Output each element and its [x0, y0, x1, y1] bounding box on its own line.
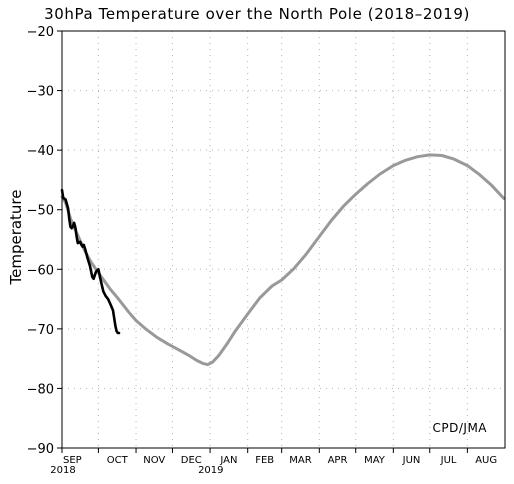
x-tick-label: SEP: [63, 455, 82, 466]
y-tick-label: −40: [27, 144, 54, 159]
series-lines: [60, 153, 506, 367]
y-tick-label: −90: [27, 442, 54, 457]
x-year-label: 2019: [198, 465, 223, 476]
y-tick-label: −20: [27, 25, 54, 40]
chart-title: 30hPa Temperature over the North Pole (2…: [44, 5, 470, 23]
y-tick-label: −50: [27, 204, 54, 219]
x-tick-label: FEB: [255, 455, 274, 466]
x-year-label: 2018: [50, 465, 75, 476]
y-tick-label: −70: [27, 323, 54, 338]
observed-line: [60, 188, 121, 335]
y-tick-label: −60: [27, 263, 54, 278]
credit-annotation: CPD/JMA: [433, 421, 488, 435]
climatology-line: [60, 153, 506, 367]
axes: −90 −80 −70 −60 −50 −40 −30 −20 SEP OCT NOV DEC JAN F…: [27, 25, 498, 476]
x-tick-label: DEC: [181, 455, 202, 466]
x-tick-label: JAN: [219, 455, 237, 466]
y-tick-label: −80: [27, 382, 54, 397]
y-tick-label: −30: [27, 85, 54, 100]
x-tick-label: NOV: [143, 455, 165, 466]
x-tick-label: AUG: [475, 455, 497, 466]
x-tick-label: JUN: [402, 455, 421, 466]
x-tick-label: APR: [328, 455, 348, 466]
x-tick-label: JUL: [440, 455, 457, 466]
y-axis-label: Temperature: [7, 189, 25, 285]
x-tick-label: MAY: [364, 455, 386, 466]
grid-lines: [62, 31, 505, 448]
x-tick-label: OCT: [107, 455, 129, 466]
x-tick-label: MAR: [289, 455, 311, 466]
plot-frame: [61, 30, 506, 449]
